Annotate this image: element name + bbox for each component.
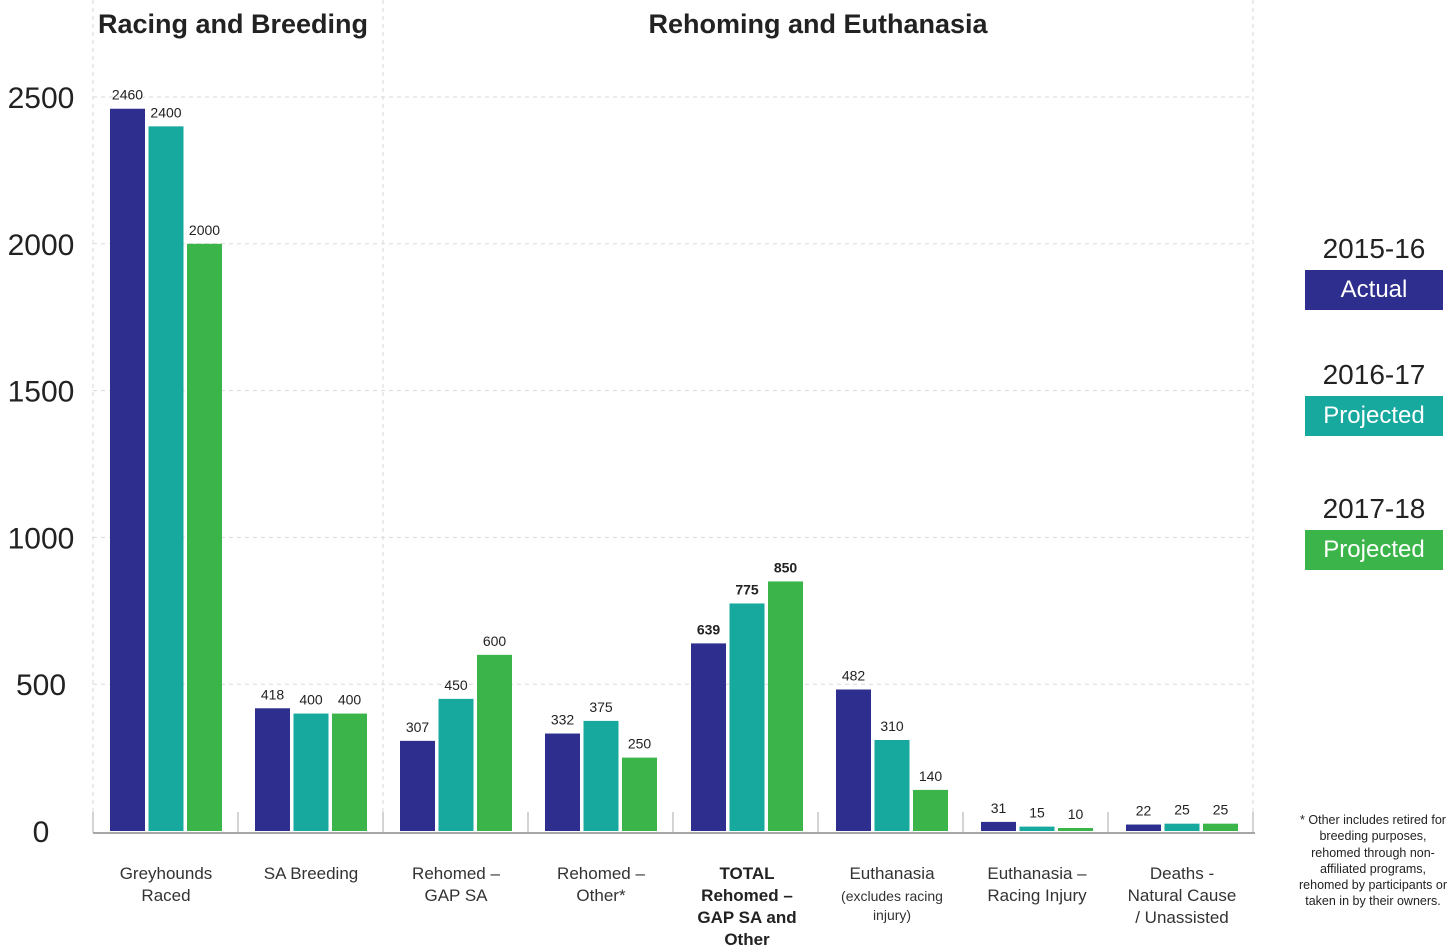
bar: [477, 654, 512, 831]
legend-entry: 2017-18 Projected: [1305, 492, 1443, 570]
x-tick-label: injury): [873, 907, 911, 923]
y-tick-label: 1000: [8, 522, 75, 555]
bar: [1203, 823, 1238, 831]
data-label: 15: [1029, 805, 1045, 821]
y-tick-label: 2000: [8, 229, 75, 262]
x-tick-label: GAP SA: [425, 886, 489, 905]
y-tick-label: 1500: [8, 376, 75, 409]
data-label: 850: [774, 559, 798, 575]
data-label: 418: [261, 686, 285, 702]
section-title: Rehoming and Euthanasia: [648, 9, 988, 39]
legend-swatch-label: Actual: [1305, 270, 1443, 310]
bar: [293, 713, 329, 831]
x-tick-label: Raced: [141, 886, 190, 905]
bar: [545, 733, 580, 831]
data-label: 775: [735, 581, 759, 597]
x-tick-label: Rehomed –: [412, 864, 500, 883]
legend-entry: 2015-16 Actual: [1305, 232, 1443, 310]
x-tick-label: (excludes racing: [841, 888, 943, 904]
data-label: 307: [406, 719, 430, 735]
data-label: 2400: [150, 104, 181, 120]
x-tick-label: Euthanasia –: [987, 864, 1087, 883]
legend-year: 2015-16: [1322, 233, 1426, 264]
data-label: 400: [338, 692, 362, 708]
bar: [1058, 828, 1093, 831]
footnote: * Other includes retired for breeding pu…: [1299, 813, 1447, 909]
data-label: 2460: [112, 87, 143, 103]
x-tick-label: Euthanasia: [849, 864, 935, 883]
bar: [583, 720, 619, 831]
data-label: 10: [1068, 806, 1084, 822]
x-tick-label: Natural Cause: [1128, 886, 1237, 905]
bar: [148, 126, 184, 832]
data-label: 639: [697, 621, 721, 637]
x-tick-label: TOTAL: [719, 864, 774, 883]
x-tick-label: Racing Injury: [987, 886, 1087, 905]
data-label: 250: [628, 736, 652, 752]
bar: [438, 698, 474, 831]
bar: [981, 821, 1016, 831]
data-label: 332: [551, 712, 575, 728]
x-tick-label: Rehomed –: [701, 886, 793, 905]
bar: [255, 708, 290, 831]
legend-swatch-label: Projected: [1305, 530, 1443, 570]
y-tick-label: 0: [33, 816, 50, 849]
data-label: 25: [1174, 802, 1190, 818]
section-title: Racing and Breeding: [98, 9, 368, 39]
bar: [913, 789, 948, 831]
legend-entry: 2016-17 Projected: [1305, 358, 1443, 436]
x-tick-label: Greyhounds: [120, 864, 213, 883]
bar: [874, 739, 910, 831]
data-label: 25: [1213, 802, 1229, 818]
data-label: 600: [483, 633, 507, 649]
bar: [768, 581, 803, 831]
data-label: 450: [444, 677, 468, 693]
legend-year: 2016-17: [1322, 359, 1426, 390]
bar: [187, 243, 222, 832]
data-label: 22: [1136, 803, 1152, 819]
bar: [836, 689, 871, 831]
x-tick-label: / Unassisted: [1135, 908, 1229, 927]
legend-year: 2017-18: [1322, 493, 1426, 524]
bar: [729, 603, 765, 831]
bar: [691, 643, 726, 831]
bar: [1164, 823, 1200, 831]
data-label: 31: [991, 800, 1007, 816]
bar: [110, 108, 145, 831]
legend-swatch-label: Projected: [1305, 396, 1443, 436]
data-label: 2000: [189, 222, 220, 238]
bar: [332, 713, 367, 831]
data-label: 482: [842, 667, 866, 683]
bar: [1126, 824, 1161, 831]
x-tick-label: Other*: [576, 886, 626, 905]
x-tick-label: Rehomed –: [557, 864, 645, 883]
x-tick-label: SA Breeding: [264, 864, 359, 883]
x-tick-label: Deaths -: [1150, 864, 1214, 883]
y-tick-label: 2500: [8, 82, 75, 115]
bar: [622, 757, 657, 831]
x-tick-label: Other: [724, 930, 770, 949]
data-label: 310: [880, 718, 904, 734]
bar: [400, 740, 435, 831]
data-label: 400: [299, 692, 323, 708]
data-label: 140: [919, 768, 943, 784]
data-label: 375: [589, 699, 613, 715]
y-tick-label: 500: [16, 669, 66, 702]
x-tick-label: GAP SA and: [697, 908, 796, 927]
bar: [1019, 826, 1055, 831]
